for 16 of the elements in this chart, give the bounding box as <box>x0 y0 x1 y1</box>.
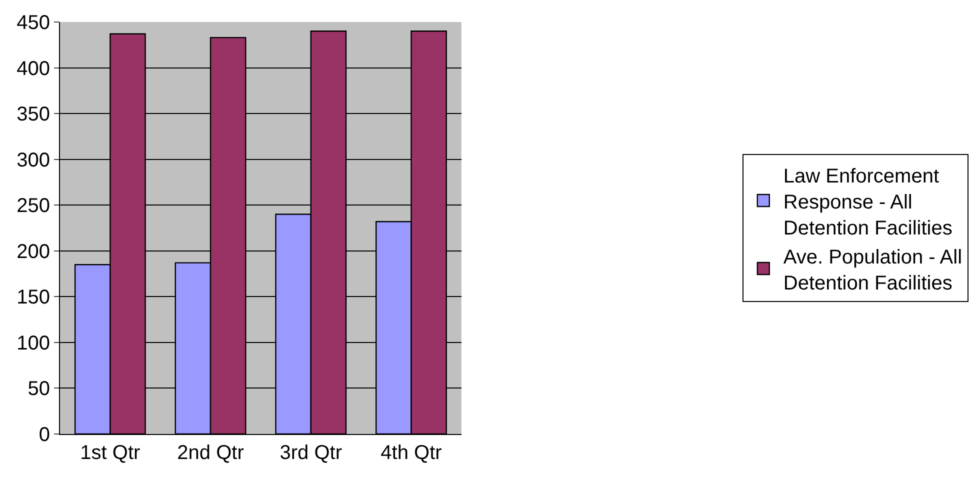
y-tick-label: 400 <box>16 58 50 80</box>
x-tick-label: 4th Qtr <box>380 442 442 464</box>
y-tick-label: 300 <box>16 149 50 172</box>
y-tick-label: 150 <box>16 286 50 309</box>
y-tick-label: 250 <box>16 195 50 218</box>
y-tick-label: 100 <box>16 332 50 354</box>
x-tick-label: 2nd Qtr <box>177 442 244 464</box>
y-tick-label: 0 <box>38 424 50 446</box>
legend-label: Law Enforcement Response - All Detention Facilities <box>783 165 952 240</box>
y-tick-label: 50 <box>28 378 50 400</box>
legend-label: Ave. Population - All Detention Facilities <box>783 246 962 294</box>
x-tick-label: 1st Qtr <box>80 442 141 464</box>
y-tick-label: 350 <box>16 104 50 126</box>
x-tick-label: 3rd Qtr <box>280 442 342 464</box>
y-tick-label: 450 <box>16 12 50 34</box>
y-tick-label: 200 <box>16 240 50 263</box>
